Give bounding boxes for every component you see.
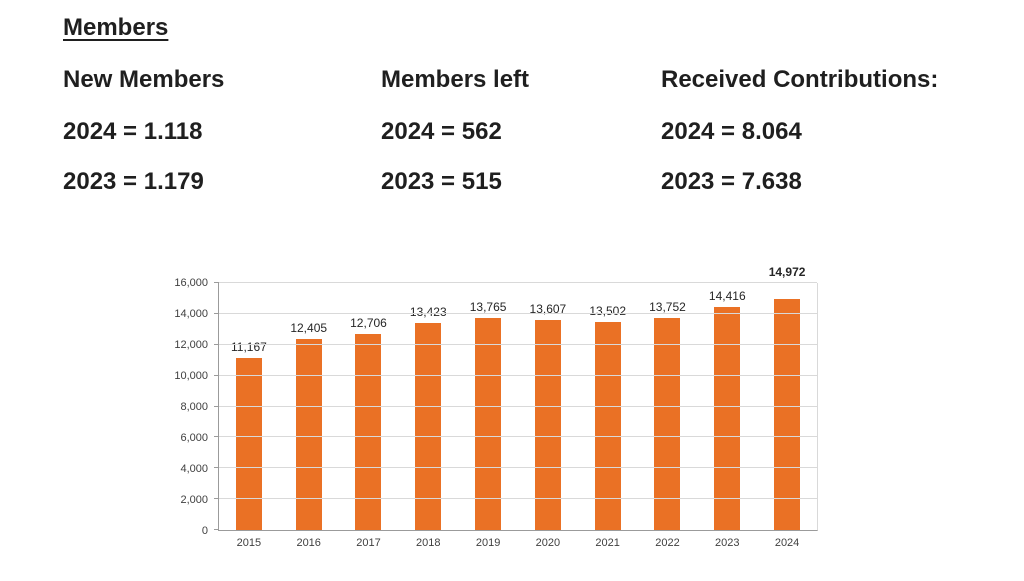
- x-tick-label: 2017: [356, 537, 381, 549]
- bar-2024: 14,972: [769, 265, 805, 530]
- bar-value-label: 12,706: [350, 315, 387, 330]
- bar-value-label: 13,423: [409, 304, 447, 319]
- gridline: [219, 343, 817, 345]
- bar-slot-2024: 14,972 2024: [757, 265, 817, 549]
- bar-value-label: 13,607: [529, 301, 567, 316]
- bar-slot-2021: 13,502 2021: [578, 283, 638, 549]
- y-tick-label: 16,000: [174, 277, 208, 289]
- stat-value: 2023 = 515: [381, 168, 502, 195]
- bar-2020: 13,607: [530, 302, 566, 530]
- x-tick-label: 2020: [535, 537, 561, 549]
- y-tick-label: 2,000: [180, 494, 208, 506]
- y-tick-label: 12,000: [174, 339, 208, 351]
- stat-value: 2024 = 562: [381, 118, 502, 145]
- stat-value: 2024 = 8.064: [661, 118, 802, 145]
- plot-area: 11,167 2015 12,405 2016 12,706 2017 13,423 2018…: [214, 265, 818, 550]
- y-tick-label: 10,000: [174, 370, 208, 382]
- bar-value-label: 14,416: [708, 289, 746, 304]
- gridline: [219, 467, 817, 469]
- bar-2021: 13,502: [589, 304, 626, 530]
- bar-value-label: 13,752: [649, 299, 686, 314]
- bar-2017: 12,706: [350, 316, 387, 530]
- bar-slot-2022: 13,752 2022: [638, 283, 698, 549]
- y-axis: 0 2,000 4,000 6,000 8,000 10,000 12,000 14,000 1…: [158, 277, 216, 537]
- stat-header: New Members: [63, 66, 225, 93]
- x-tick-label: 2022: [655, 537, 680, 549]
- y-tick-label: 4,000: [180, 463, 208, 475]
- gridline: [219, 498, 817, 500]
- x-tick-label: 2021: [595, 537, 620, 549]
- x-tick-label: 2018: [416, 537, 441, 549]
- y-tick-label: 8,000: [180, 401, 208, 413]
- y-axis-tickmark: [214, 529, 219, 530]
- bar-slot-2017: 12,706 2017: [339, 283, 399, 549]
- bar-2015: 11,167: [231, 340, 267, 530]
- gridline: [219, 282, 817, 283]
- y-axis-tickmark: [214, 405, 219, 407]
- gridline: [219, 374, 817, 376]
- gridline: [219, 312, 817, 314]
- bars-row: 11,167 2015 12,405 2016 12,706 2017 13,423 2018…: [219, 265, 817, 550]
- x-tick-label: 2023: [715, 537, 740, 549]
- x-tick-label: 2015: [236, 537, 262, 549]
- stat-value: 2023 = 1.179: [63, 168, 204, 195]
- stat-header: Members left: [381, 66, 530, 93]
- y-axis-tickmark: [214, 282, 219, 283]
- x-tick-label: 2016: [296, 537, 321, 549]
- bar-value-label: 12,405: [290, 320, 328, 335]
- bar-2022: 13,752: [649, 300, 686, 530]
- bar-value-label: 13,765: [469, 299, 507, 314]
- stat-value: 2023 = 7.638: [661, 168, 802, 195]
- y-tick-label: 0: [201, 525, 208, 537]
- bar-slot-2016: 12,405 2016: [279, 283, 339, 550]
- y-axis-tickmark: [214, 467, 219, 469]
- bar-value-label: 11,167: [230, 339, 267, 354]
- bar-slot-2019: 13,765 2019: [458, 283, 518, 549]
- bar-2016: 12,405: [290, 321, 327, 530]
- gridline: [219, 405, 817, 407]
- bar-value-label: 13,502: [589, 303, 627, 318]
- bar-slot-2018: 13,423 2018: [398, 283, 458, 549]
- x-tick-label: 2024: [774, 537, 800, 549]
- y-axis-tickmark: [214, 374, 219, 376]
- bar-slot-2015: 11,167 2015: [219, 283, 279, 549]
- x-tick-label: 2019: [475, 537, 501, 549]
- y-axis-tickmark: [214, 312, 219, 314]
- bar-slot-2020: 13,607 2020: [518, 283, 578, 549]
- y-axis-tickmark: [214, 498, 219, 500]
- y-axis-tickmark: [214, 436, 219, 438]
- bar-2023: 14,416: [709, 289, 746, 530]
- stat-value: 2024 = 1.118: [63, 118, 203, 145]
- members-bar-chart: 0 2,000 4,000 6,000 8,000 10,000 12,000 14,000 1…: [158, 258, 870, 558]
- bar-value-label: 14,972: [768, 264, 806, 279]
- stat-header: Received Contributions:: [661, 66, 939, 93]
- y-tick-label: 6,000: [180, 432, 208, 444]
- gridline: [219, 436, 817, 438]
- bar-2019: 13,765: [470, 300, 506, 530]
- page-title: Members: [63, 14, 169, 41]
- bar-2018: 13,423: [410, 305, 447, 530]
- y-axis-tickmark: [214, 343, 219, 345]
- y-tick-label: 14,000: [174, 308, 208, 320]
- bar-slot-2023: 14,416 2023: [697, 283, 757, 549]
